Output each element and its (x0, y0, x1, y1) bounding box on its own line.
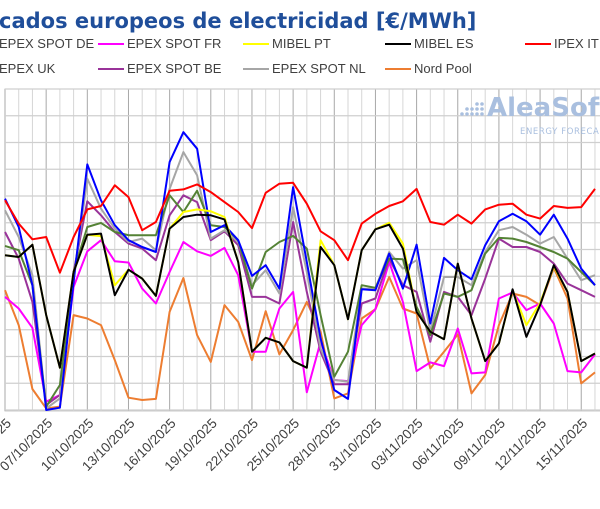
series-line-epex-uk (4, 189, 596, 408)
logo-dot (475, 112, 479, 116)
chart-title: cados europeos de electricidad [€/MWh] (0, 9, 476, 33)
legend-label: EPEX SPOT FR (127, 36, 221, 51)
series-line-mibel-es (4, 213, 596, 369)
legend-item: Nord Pool (385, 61, 472, 76)
legend-label: MIBEL PT (272, 36, 331, 51)
watermark-brand: AleaSoft (487, 93, 600, 123)
legend-item: IPEX IT (525, 36, 599, 51)
logo-dot (480, 107, 484, 111)
plot-area: AleaSoft ENERGY FORECA (4, 88, 600, 412)
legend-label: IPEX IT (554, 36, 599, 51)
legend-label: EPEX SPOT BE (127, 61, 222, 76)
logo-dot (470, 112, 474, 116)
x-axis-ticks: 01/10/202504/10/202507/10/202510/10/2025… (0, 416, 590, 474)
watermark-tagline: ENERGY FORECA (520, 127, 599, 137)
logo-dot (470, 107, 474, 111)
series-line-nord-pool (4, 266, 596, 410)
legend-item: MIBEL PT (243, 36, 331, 51)
legend-item: EPEX UK (0, 61, 56, 76)
legend-label: EPEX SPOT NL (272, 61, 366, 76)
series-line-ipex-it (4, 181, 596, 274)
series-line-epex-spot-nl (4, 151, 596, 410)
legend: EPEX SPOT DE EPEX SPOT FR MIBEL PT MIBEL ES… (0, 36, 599, 76)
logo-dot (480, 102, 484, 106)
legend-label: MIBEL ES (414, 36, 474, 51)
logo-dot (475, 107, 479, 111)
legend-label: EPEX UK (0, 61, 56, 76)
logo-dot (465, 112, 469, 116)
series-lines (4, 131, 596, 411)
series-line-epex-spot-be (4, 194, 596, 406)
legend-label: Nord Pool (414, 61, 472, 76)
legend-item: EPEX SPOT FR (98, 36, 221, 51)
logo-dot (460, 112, 464, 116)
legend-item: EPEX SPOT DE (0, 36, 94, 51)
legend-item: EPEX SPOT BE (98, 61, 222, 76)
legend-label: EPEX SPOT DE (0, 36, 94, 51)
legend-item: MIBEL ES (385, 36, 474, 51)
logo-dot (475, 102, 479, 106)
aleasoft-watermark: AleaSoft ENERGY FORECA (460, 93, 600, 137)
logo-dot (465, 107, 469, 111)
legend-item: EPEX SPOT NL (243, 61, 366, 76)
logo-dot (480, 112, 484, 116)
series-line-epex-spot-de (4, 131, 596, 411)
